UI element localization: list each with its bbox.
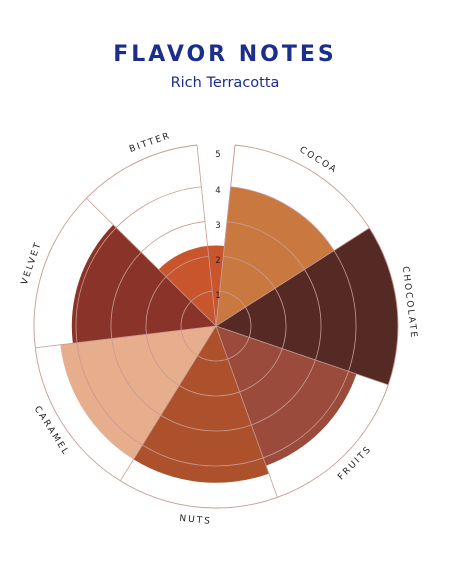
sector-caramel [60,326,217,460]
sector-cocoa [216,186,334,326]
chart-title: FLAVOR NOTES [113,42,337,67]
radial-tick-label: 4 [215,186,220,196]
category-label-cocoa: COCOA [297,145,339,176]
grid-spoke [215,325,389,386]
sector-nuts [133,326,269,483]
radial-tick-label: 1 [215,291,220,301]
category-label-caramel: CARAMEL [32,405,71,458]
category-label-nuts: NUTS [179,514,212,527]
grid-ring-outer [33,144,399,509]
chart-subtitle: Rich Terracotta [170,75,280,91]
grid-ring-4 [75,186,357,467]
sector-bitter [158,245,225,326]
sector-fruits [216,326,357,466]
grid-ring-1 [180,290,252,362]
grid-spoke [196,144,217,327]
grid-spoke [215,325,278,498]
grid-spoke [119,325,217,482]
grid-ring-3 [110,221,322,432]
sector-layer [60,186,398,483]
grid-spoke [215,144,236,327]
radial-tick-label: 2 [215,256,220,266]
grid-spoke [86,197,217,327]
radial-tick-label: 5 [215,150,220,160]
radial-tick-label: 3 [215,221,220,231]
category-label-chocolate: CHOCOLATE [400,266,419,340]
grid-spoke [35,325,217,349]
sector-chocolate [216,228,398,385]
grid-spoke [215,227,370,327]
category-label-fruits: FRUITS [336,444,374,482]
grid-ring-2 [145,255,287,397]
grid-layer [33,144,399,509]
sector-velvet [71,224,217,344]
